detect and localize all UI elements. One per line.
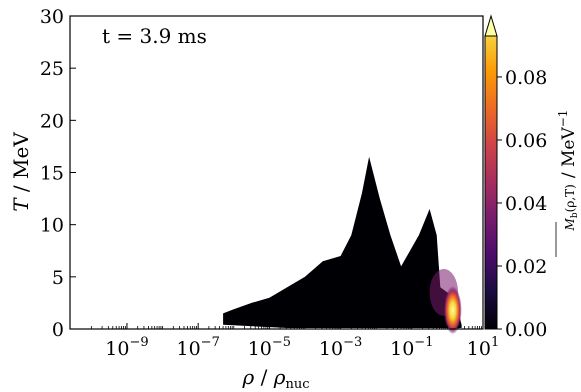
colorbar-ticks: 0.00 0.02 0.04 0.06 0.08 — [497, 67, 547, 341]
y-tick-label: 10 — [40, 215, 64, 237]
x-tick-label: 101 — [467, 335, 499, 360]
colorbar-tick-label: 0.08 — [505, 67, 547, 89]
axis-ticks: 10−9 10−7 10−5 10−3 10−1 101 0 5 10 15 20 25 30 — [40, 6, 499, 360]
time-annotation: t = 3.9 ms — [102, 24, 207, 48]
y-tick-label: 30 — [40, 6, 64, 28]
colorbar-extend-arrow — [484, 14, 498, 37]
y-tick-label: 5 — [52, 267, 64, 289]
peak-hotspot — [443, 286, 462, 335]
x-tick-label: 10−5 — [248, 335, 291, 360]
colorbar-tick-label: 0.00 — [505, 319, 547, 341]
colorbar-tick-label: 0.06 — [505, 130, 547, 152]
y-tick-label: 0 — [52, 319, 64, 341]
occupied-region — [223, 156, 462, 328]
colorbar-tick-label: 0.02 — [505, 256, 547, 278]
x-tick-label: 10−1 — [390, 335, 433, 360]
y-axis-label: T / MeV — [9, 132, 33, 212]
y-tick-label: 15 — [40, 163, 64, 185]
x-axis-label: ρ / ρnuc — [241, 365, 309, 392]
x-tick-label: 10−9 — [105, 335, 148, 360]
x-tick-label: 10−7 — [176, 335, 219, 360]
colorbar-gradient — [485, 36, 497, 329]
heatmap-cells — [223, 156, 462, 335]
colorbar-tick-label: 0.04 — [505, 193, 547, 215]
x-tick-label: 10−3 — [319, 335, 362, 360]
y-tick-label: 20 — [40, 110, 64, 132]
colorbar-label: Mb(ρ,T)/ MeV−1 — [556, 110, 580, 232]
y-tick-label: 25 — [40, 58, 64, 80]
colorbar: 0.00 0.02 0.04 0.06 0.08 Mb(ρ,T)/ MeV−1 — [484, 14, 580, 341]
